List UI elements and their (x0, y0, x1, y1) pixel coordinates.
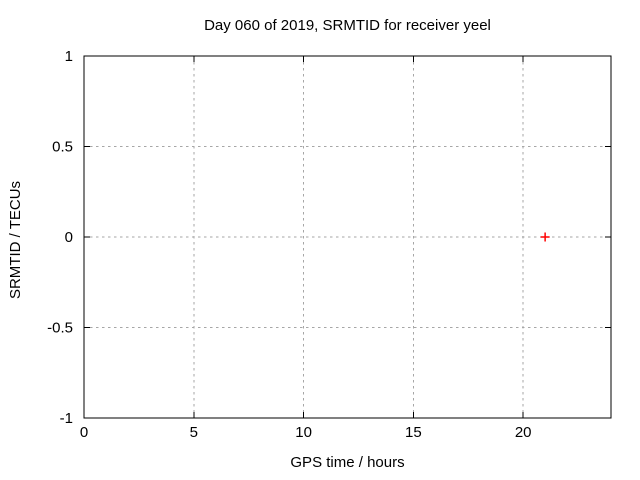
y-tick-label: -1 (60, 410, 73, 427)
y-tick-label: 0 (65, 229, 73, 246)
y-tick-label: 0.5 (52, 139, 73, 156)
x-tick-label: 5 (190, 424, 198, 441)
data-point-marker (540, 232, 550, 242)
x-tick-label: 15 (405, 424, 422, 441)
y-tick-label: 1 (65, 48, 73, 65)
x-tick-label: 10 (295, 424, 312, 441)
y-tick-label: -0.5 (47, 320, 73, 337)
x-axis-label: GPS time / hours (290, 454, 405, 471)
chart-title: Day 060 of 2019, SRMTID for receiver yee… (204, 17, 491, 34)
x-tick-label: 0 (80, 424, 88, 441)
plot-border (83, 55, 612, 419)
x-tick-label: 20 (515, 424, 532, 441)
